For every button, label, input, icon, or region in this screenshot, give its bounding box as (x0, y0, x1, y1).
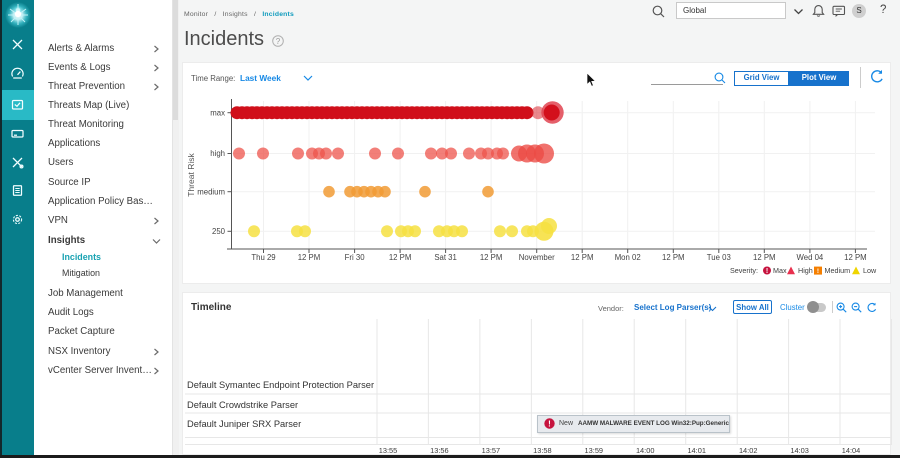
svg-text:12 PM: 12 PM (571, 253, 594, 262)
svg-text:12 PM: 12 PM (844, 253, 867, 262)
svg-text:November: November (519, 253, 555, 262)
svg-text:12 PM: 12 PM (662, 253, 685, 262)
svg-text:Thu 29: Thu 29 (251, 253, 275, 262)
svg-text:12 PM: 12 PM (298, 253, 321, 262)
svg-text:Wed 04: Wed 04 (797, 253, 824, 262)
svg-text:Threat Risk: Threat Risk (186, 153, 196, 197)
svg-text:Sat 31: Sat 31 (434, 253, 457, 262)
svg-text:Mon 02: Mon 02 (615, 253, 641, 262)
svg-text:12 PM: 12 PM (753, 253, 776, 262)
svg-text:Fri 30: Fri 30 (345, 253, 366, 262)
svg-text:!: ! (766, 268, 768, 275)
svg-text:?: ? (276, 36, 281, 45)
svg-text:12 PM: 12 PM (389, 253, 412, 262)
svg-text:Tue 03: Tue 03 (707, 253, 731, 262)
svg-text:12 PM: 12 PM (480, 253, 503, 262)
svg-text:!: ! (817, 268, 819, 275)
svg-text:high: high (210, 149, 225, 158)
svg-text:!: ! (548, 420, 551, 429)
svg-text:250: 250 (212, 227, 226, 236)
svg-text:medium: medium (197, 187, 225, 196)
svg-text:max: max (210, 108, 225, 117)
